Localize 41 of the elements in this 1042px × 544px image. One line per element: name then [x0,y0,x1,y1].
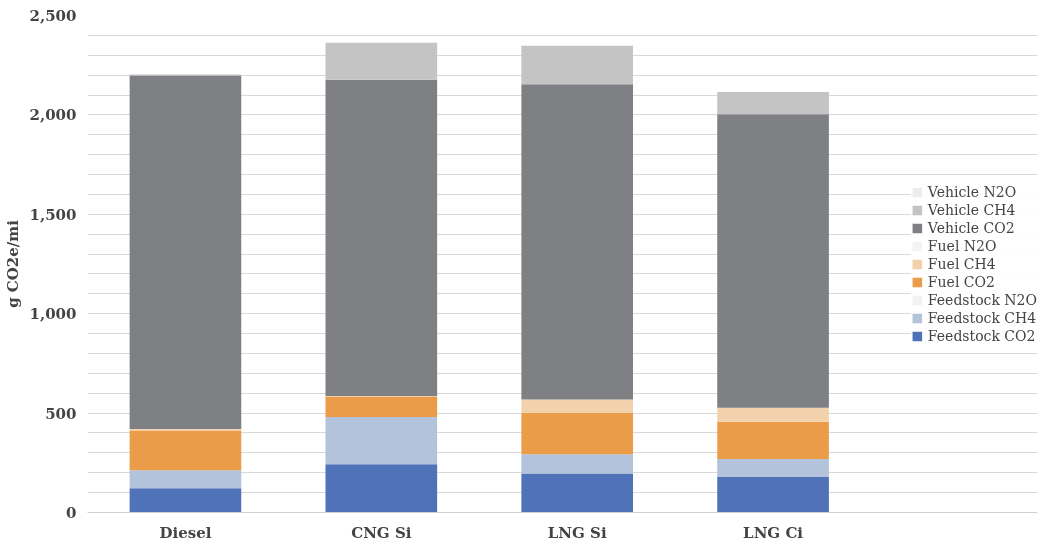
legend-label: Fuel CH4 [927,255,996,272]
x-tick-label: LNG Si [547,523,607,542]
y-tick-label: 1,500 [29,205,77,224]
bar [325,42,438,80]
x-tick-label: Diesel [159,523,212,542]
y-tick-label: 2,500 [29,7,77,25]
x-tick-label: CNG Si [351,523,412,542]
bar [325,79,438,396]
legend-label: Feedstock CO2 [927,327,1036,344]
bar [521,413,634,455]
bar [129,430,242,471]
bar [717,459,829,477]
bar [521,454,634,474]
bar [129,470,242,489]
y-tick-label: 1,000 [29,305,77,324]
bar [521,84,634,400]
bar [717,476,829,513]
legend-label: Fuel CO2 [927,273,995,290]
legend-label: Vehicle CO2 [927,219,1015,236]
bar [717,114,829,408]
bar [521,45,634,85]
y-tick-label: 2,000 [29,106,77,125]
y-axis-title: g CO2e/mi [3,219,22,308]
bar [717,92,829,115]
legend-label: Fuel N2O [927,237,997,254]
bar [325,396,438,418]
bar [717,421,829,460]
bar [717,407,829,422]
x-tick-label: LNG Ci [743,523,804,542]
legend-label: Feedstock N2O [927,291,1037,308]
y-tick-label: 0 [66,504,77,522]
bar [325,417,438,465]
bar [521,399,634,414]
bar [325,464,438,513]
legend-label: Vehicle N2O [927,183,1017,200]
legend-label: Vehicle CH4 [927,201,1016,218]
legend-label: Feedstock CH4 [927,309,1037,326]
bar [129,75,242,429]
bar [129,488,242,513]
bar [521,473,634,513]
y-tick-label: 500 [45,404,77,423]
